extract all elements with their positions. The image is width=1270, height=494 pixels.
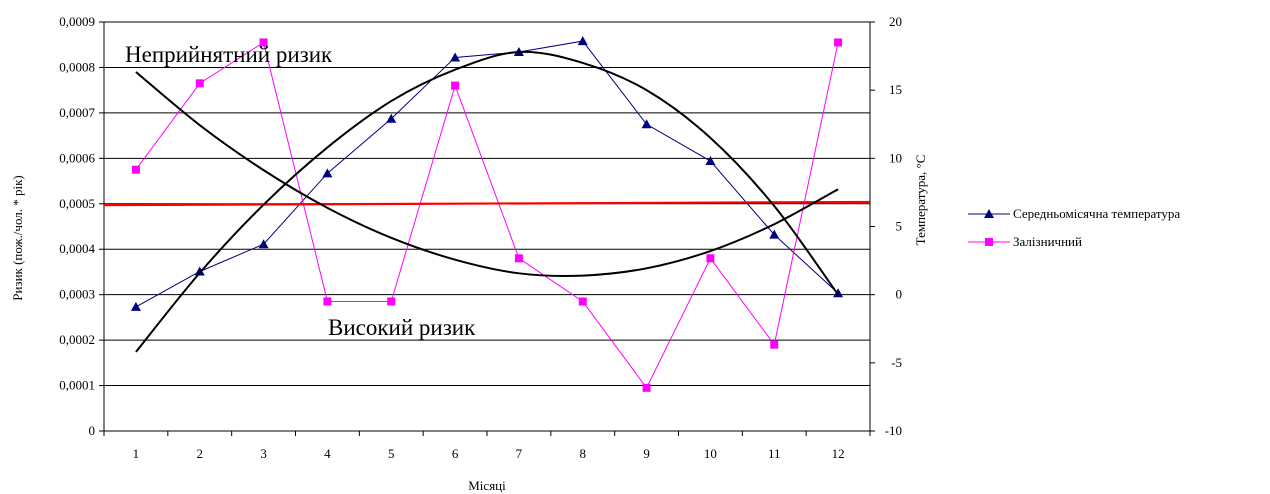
temperature-point <box>258 239 269 249</box>
annotation-unacceptable-risk: Неприйнятний ризик <box>125 42 333 67</box>
x-tick-label: 8 <box>580 446 587 461</box>
temperature-point <box>322 168 333 178</box>
railway-point <box>259 38 268 47</box>
railway-point <box>323 297 332 306</box>
legend-label-temperature: Середньомісячна температура <box>1013 206 1180 221</box>
legend-marker-railway <box>985 238 993 246</box>
annotation-high-risk: Високий ризик <box>328 315 476 340</box>
axes <box>99 21 875 436</box>
y-left-tick-label: 0,0001 <box>59 378 95 393</box>
railway-point <box>387 297 396 306</box>
railway-point <box>642 383 651 392</box>
y-axis-left-title: Ризик (пож./чол. * рік) <box>10 175 25 301</box>
x-tick-label: 9 <box>643 446 650 461</box>
temperature-point <box>577 36 588 46</box>
railway-point <box>195 79 204 88</box>
risk-threshold-line <box>103 200 871 207</box>
railway-point <box>770 340 779 349</box>
temperature-point <box>386 113 397 123</box>
y-left-tick-label: 0,0006 <box>59 150 95 165</box>
y-axis-right-title: Температура, °С <box>913 155 928 246</box>
y-right-tick-label: 5 <box>896 219 903 234</box>
x-tick-label: 4 <box>324 446 331 461</box>
legend: Середньомісячна температура Залізничний <box>968 206 1180 249</box>
y-left-tick-label: 0,0004 <box>59 241 95 256</box>
temperature-point <box>833 288 844 298</box>
railway-trend-curve <box>135 71 839 277</box>
y-left-tick-label: 0,0002 <box>59 332 95 347</box>
temperature-trend-curve <box>135 50 839 353</box>
x-tick-label: 11 <box>768 446 781 461</box>
y-left-tick-label: 0 <box>89 423 96 438</box>
legend-marker-temperature <box>984 209 994 218</box>
tick-labels: 0 0,0001 0,0002 0,0003 0,0004 0,0005 0,0006 0,0… <box>59 14 902 461</box>
x-tick-label: 12 <box>832 446 845 461</box>
x-tick-label: 1 <box>133 446 140 461</box>
railway-point <box>834 38 843 47</box>
railway-series-line <box>135 41 839 389</box>
x-tick-label: 7 <box>516 446 523 461</box>
x-tick-label: 2 <box>197 446 204 461</box>
legend-label-railway: Залізничний <box>1013 234 1082 249</box>
y-left-tick-label: 0,0009 <box>59 14 95 29</box>
railway-point <box>451 81 460 90</box>
x-tick-label: 5 <box>388 446 395 461</box>
temperature-point <box>769 229 780 239</box>
y-left-tick-label: 0,0005 <box>59 196 95 211</box>
temperature-point <box>194 266 205 276</box>
railway-point <box>514 254 523 263</box>
temperature-series-line <box>135 40 839 308</box>
y-left-tick-label: 0,0003 <box>59 287 95 302</box>
y-left-tick-label: 0,0008 <box>59 59 95 74</box>
temperature-point <box>641 119 652 129</box>
y-right-tick-label: 20 <box>889 14 902 29</box>
temperature-point <box>450 52 461 62</box>
plot-area <box>103 36 871 392</box>
y-left-tick-label: 0,0007 <box>59 105 95 120</box>
x-axis-title: Місяці <box>468 478 506 493</box>
x-tick-label: 6 <box>452 446 459 461</box>
y-right-tick-label: 10 <box>889 150 902 165</box>
temperature-point <box>130 301 141 311</box>
x-tick-label: 3 <box>260 446 267 461</box>
y-right-tick-label: 15 <box>889 82 902 97</box>
x-tick-label: 10 <box>704 446 717 461</box>
y-right-tick-label: -5 <box>891 355 902 370</box>
temperature-point <box>705 156 716 166</box>
railway-point <box>131 165 140 174</box>
railway-point <box>706 254 715 263</box>
y-right-tick-label: -10 <box>885 423 902 438</box>
railway-point <box>578 297 587 306</box>
y-right-tick-label: 0 <box>896 287 903 302</box>
